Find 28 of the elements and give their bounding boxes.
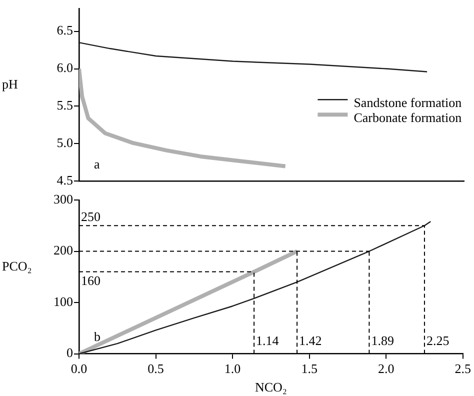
ref-line-label: 1.14 [256, 333, 280, 348]
y-tick-label: 0 [66, 345, 73, 360]
x-tick-label: 2.5 [454, 361, 471, 376]
y-tick-label: 5.0 [56, 135, 73, 150]
ref-line-label: 2.25 [426, 333, 450, 348]
legend-label: Carbonate formation [354, 110, 462, 126]
x-tick-label: 0.5 [148, 361, 164, 376]
y-tick-label: 5.5 [56, 98, 73, 113]
x-tick-label: 1.0 [224, 361, 241, 376]
x-axis-title: NCO₂ [254, 380, 287, 395]
annotation: b [94, 329, 100, 344]
x-tick-label: 0.0 [70, 361, 88, 376]
ref-line-label: 1.89 [371, 333, 394, 348]
x-tick-label: 2.0 [378, 361, 394, 376]
y-axis-title: PCO₂ [2, 258, 32, 274]
ref-line-label: 1.42 [299, 333, 322, 348]
annotation: a [94, 156, 100, 172]
y-axis-title: pH [2, 76, 18, 92]
y-tick-label: 6.0 [56, 60, 73, 76]
ref-line-label: 250 [81, 209, 100, 224]
y-tick-label: 200 [54, 242, 73, 258]
y-tick-label: 300 [54, 191, 73, 206]
y-tick-label: 100 [54, 294, 73, 309]
ref-line-label: 160 [81, 273, 100, 288]
y-tick-label: 4.5 [56, 172, 73, 188]
legend-label: Sandstone formation [354, 95, 462, 110]
x-tick-label: 1.5 [301, 361, 318, 376]
y-tick-label: 6.5 [56, 22, 73, 38]
